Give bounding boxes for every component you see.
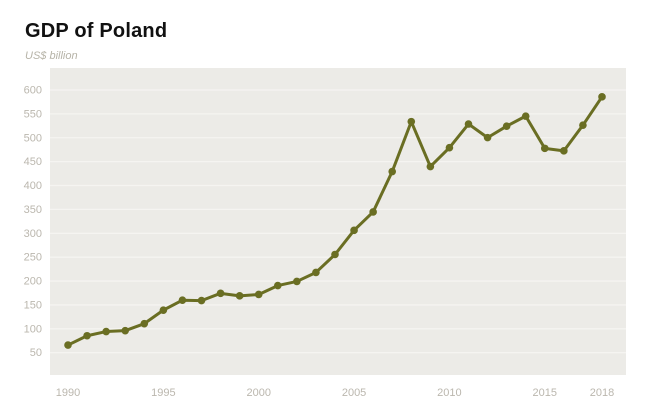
y-tick-label-500: 500	[24, 132, 42, 144]
chart-title: GDP of Poland	[25, 20, 168, 42]
y-tick-label-200: 200	[24, 276, 42, 288]
data-point-2003	[312, 268, 320, 277]
data-point-2016	[560, 147, 568, 155]
data-point-2011	[464, 120, 473, 128]
data-point-2000	[254, 290, 263, 299]
y-tick-label-300: 300	[24, 228, 42, 240]
data-point-1996	[178, 296, 187, 305]
data-point-1991	[83, 331, 91, 340]
data-point-2014	[521, 112, 530, 120]
data-point-1992	[102, 327, 110, 336]
x-tick-label-2005: 2005	[342, 387, 366, 399]
y-tick-label-150: 150	[24, 299, 42, 311]
data-point-1999	[235, 292, 244, 300]
x-tick-label-2000: 2000	[246, 387, 270, 399]
x-tick-label-2015: 2015	[533, 387, 557, 399]
y-tick-label-250: 250	[24, 252, 42, 264]
x-tick-label-1995: 1995	[151, 387, 175, 399]
data-point-1995	[159, 306, 168, 314]
y-tick-label-600: 600	[24, 85, 42, 97]
y-tick-label-550: 550	[24, 108, 42, 120]
x-tick-label-2010: 2010	[437, 387, 461, 399]
data-point-1997	[197, 296, 206, 305]
y-tick-label-400: 400	[24, 180, 42, 192]
data-point-2007	[388, 167, 397, 176]
x-tick-label-2018: 2018	[590, 387, 614, 399]
data-point-2006	[369, 208, 377, 216]
data-point-1994	[140, 319, 149, 328]
data-point-2001	[273, 281, 282, 290]
y-tick-label-350: 350	[24, 204, 42, 216]
data-point-2017	[579, 121, 587, 129]
data-point-2013	[502, 122, 511, 130]
data-point-1998	[216, 289, 225, 298]
data-point-2015	[540, 144, 549, 153]
data-point-1993	[121, 326, 130, 335]
x-tick-label-1990: 1990	[56, 387, 80, 399]
data-point-2009	[426, 162, 435, 171]
y-tick-label-50: 50	[30, 347, 42, 359]
data-point-2008	[407, 117, 416, 126]
y-tick-label-450: 450	[24, 156, 42, 168]
data-point-2018	[598, 93, 606, 101]
chart-subtitle: US$ billion	[25, 50, 78, 62]
data-point-2010	[445, 143, 454, 152]
data-point-1990	[64, 341, 72, 349]
data-point-2004	[331, 250, 339, 259]
data-point-2005	[350, 226, 358, 235]
data-point-2002	[293, 277, 301, 286]
data-point-2012	[483, 133, 492, 142]
y-tick-label-100: 100	[24, 323, 42, 335]
